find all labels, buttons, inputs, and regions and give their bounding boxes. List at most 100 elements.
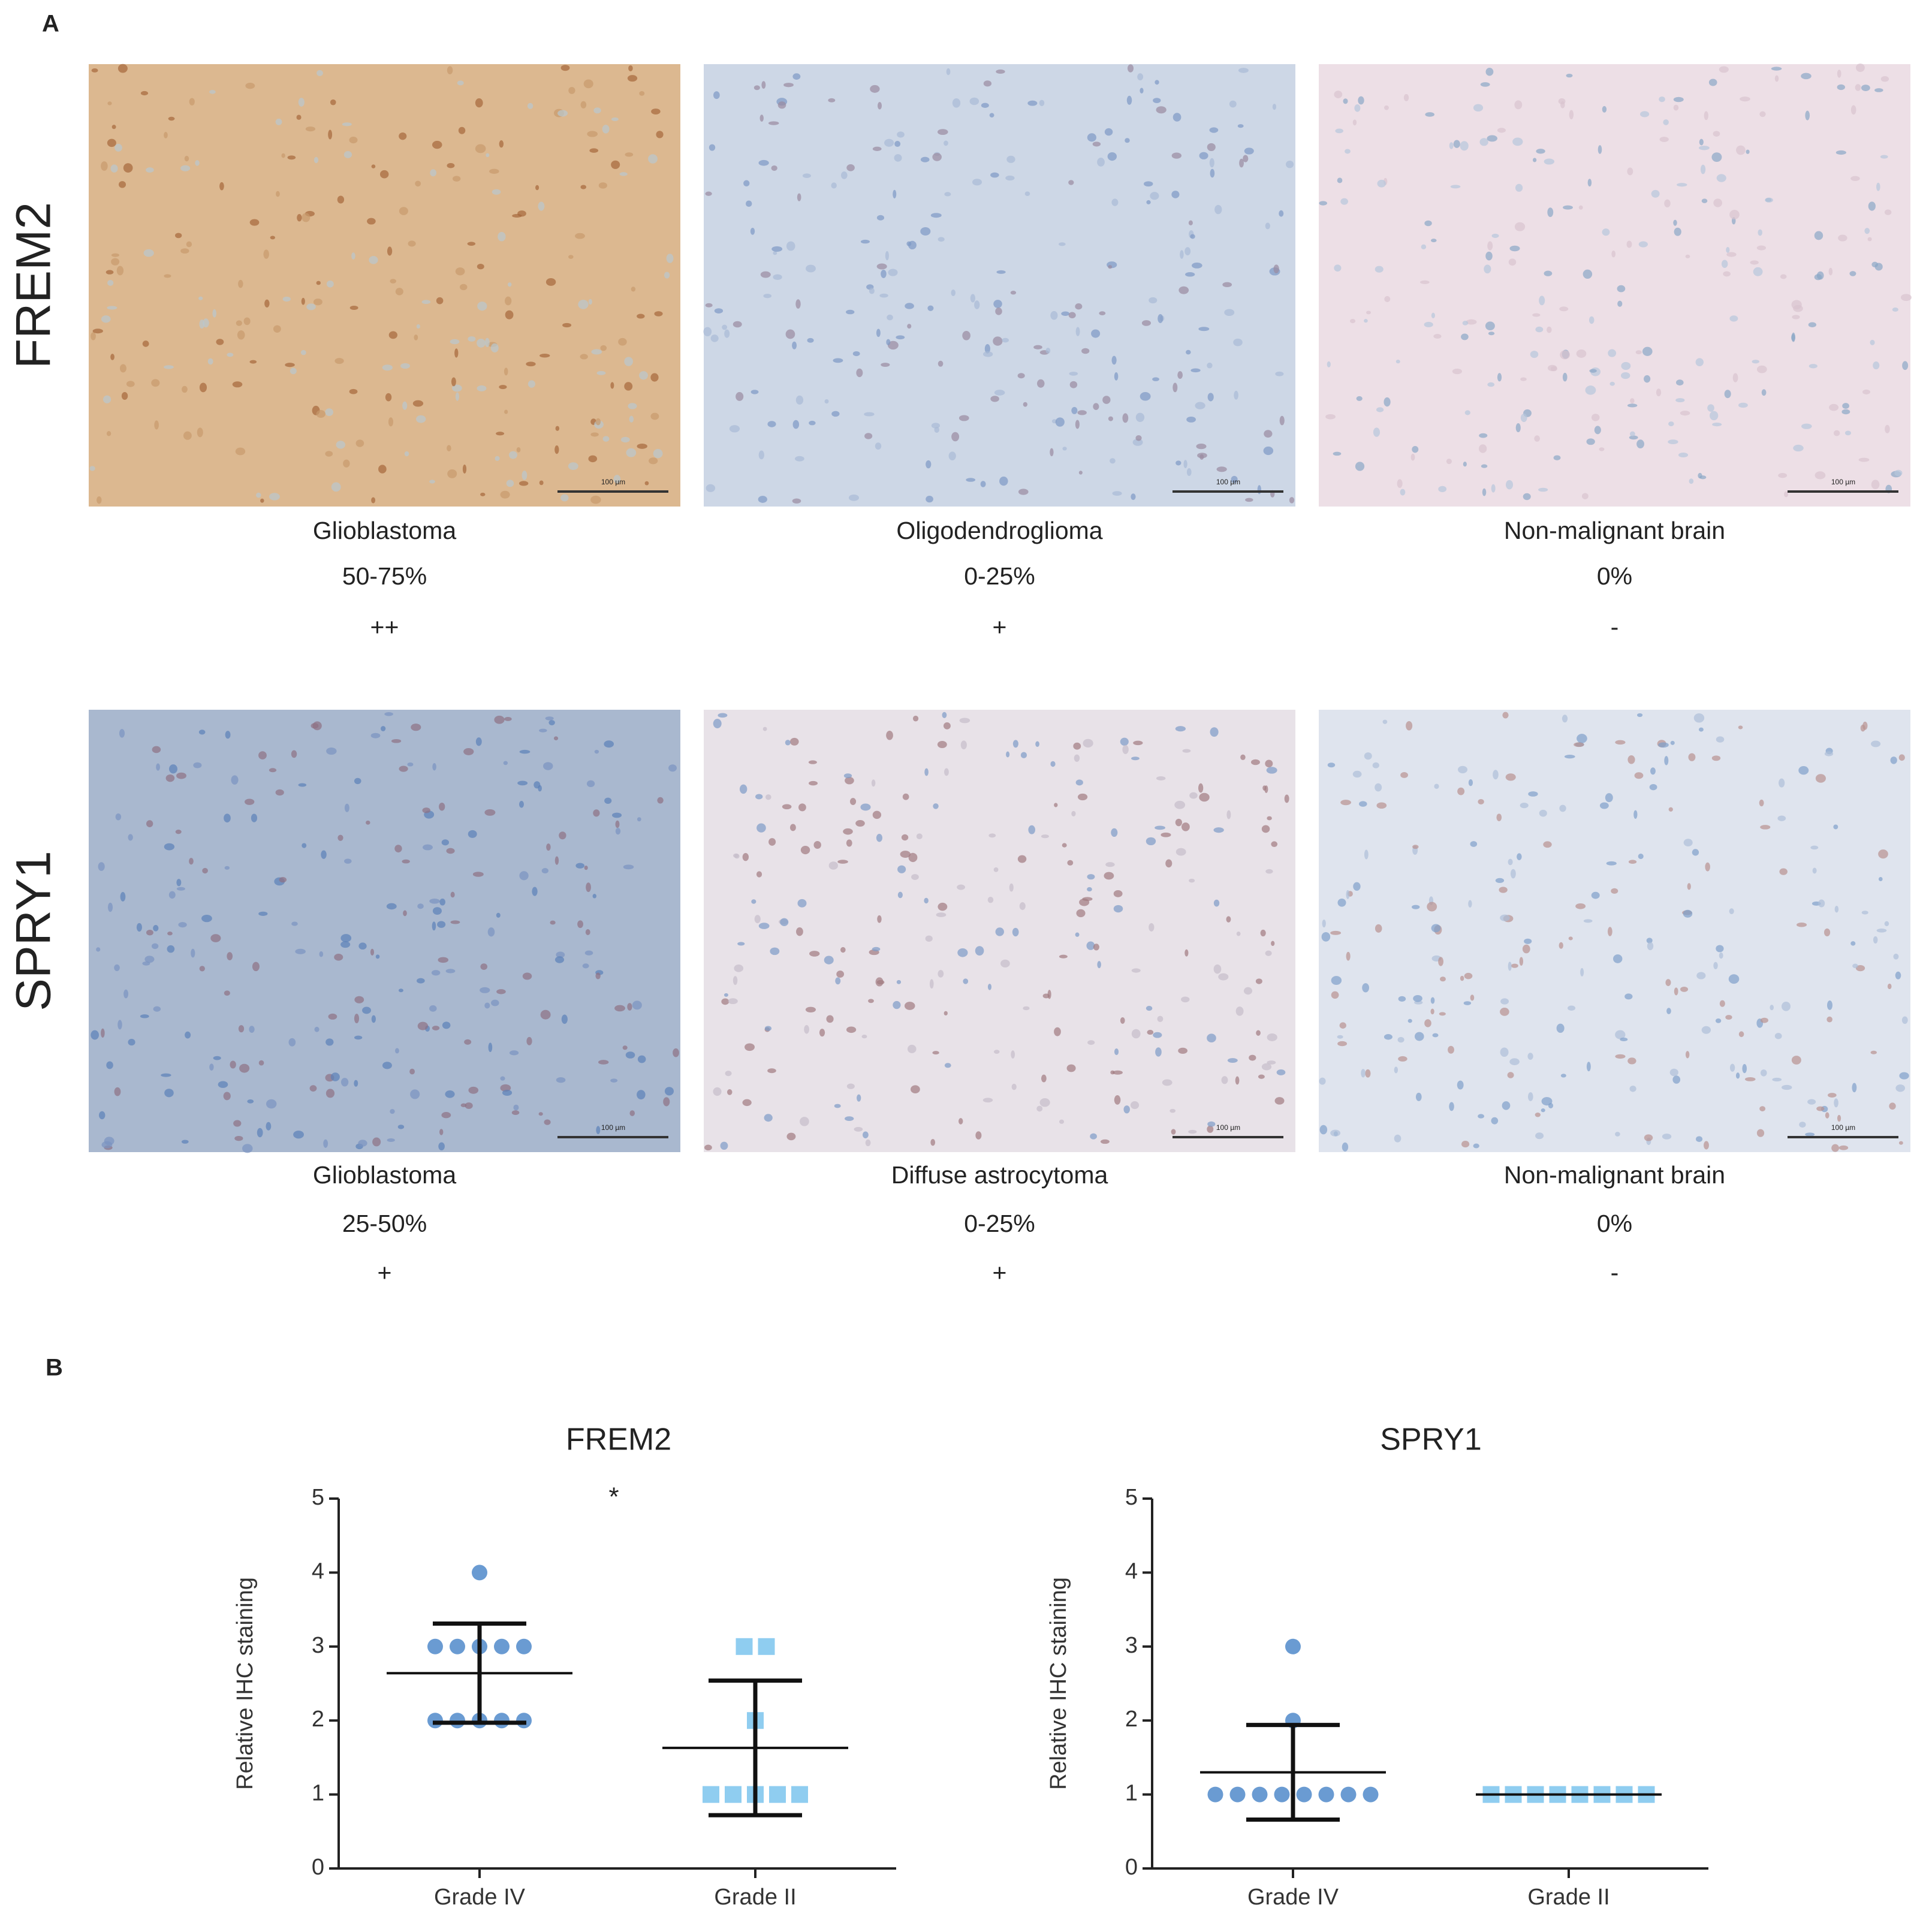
cell [993,336,1003,346]
cell [1110,458,1116,464]
cell [848,494,859,501]
cell [836,970,845,978]
cell [1171,191,1180,198]
cell [384,712,393,716]
cell [1097,961,1101,969]
cell [1149,923,1155,932]
cell [1174,800,1186,809]
cell [1000,959,1010,968]
cell [933,803,939,809]
cell [584,866,588,870]
cell [468,336,476,342]
cell [846,1026,857,1033]
cell [1639,111,1650,117]
cell [1470,841,1478,847]
cell [1615,1054,1626,1059]
cell [477,339,486,348]
cell [430,169,437,177]
cell [1073,742,1081,750]
cell [467,242,476,246]
cell [1544,270,1553,276]
cell [1699,138,1704,146]
cell [894,140,901,147]
cell [399,765,408,772]
cell [1535,1113,1541,1117]
cell [1826,1016,1832,1023]
cell [664,272,670,279]
cell [385,393,392,402]
cell [1131,1029,1141,1039]
cell [1075,327,1080,336]
cell [1497,128,1506,133]
cell [881,363,890,367]
cell [627,75,638,82]
scale-bar-label: 100 µm [1216,478,1240,486]
cell [1670,740,1675,745]
cell [1602,228,1610,236]
cell [1520,802,1529,809]
cell [429,480,435,484]
micrograph-bg [89,710,680,1152]
cell [117,1020,122,1030]
cell [1580,967,1584,976]
cell [182,385,188,393]
cell [502,1089,513,1096]
cell [279,877,287,883]
cell [1083,739,1093,748]
cell [1185,272,1195,277]
cell [856,368,863,378]
cell [843,773,852,779]
cell [480,492,486,496]
cell [924,897,929,904]
cell [331,482,341,492]
cell [802,173,811,178]
cell [885,251,889,261]
cell [1578,205,1583,210]
cell [1400,772,1408,778]
cell [1017,855,1027,863]
cell [1801,73,1812,80]
cell [1235,1006,1244,1016]
cell [1209,127,1219,133]
cell [907,324,912,329]
cell [1707,404,1714,412]
cell [1375,924,1382,933]
cell [796,927,803,936]
cell [580,354,588,360]
cell [1627,167,1633,176]
cell [1186,349,1191,355]
cell [559,831,566,840]
cell [1517,853,1522,860]
cell [1777,815,1786,821]
cell [1635,350,1642,354]
cell [1050,448,1054,457]
micrograph: 100 µm [704,710,1295,1152]
cell [1068,180,1074,185]
cell [328,1013,337,1020]
cell [1473,1143,1479,1149]
cell [140,1014,149,1018]
cell [1035,741,1039,747]
cell [1188,220,1193,225]
cell [313,299,322,306]
cell [312,721,322,731]
cell [1261,1063,1272,1071]
cell [1090,1133,1097,1140]
cell [1606,861,1617,866]
cell [282,296,291,302]
cell [1110,1070,1115,1075]
cell [1041,834,1049,839]
cell [1833,430,1840,436]
cell [1621,361,1631,370]
cell [578,299,589,309]
cell [1835,150,1846,155]
cell [876,833,882,842]
cell [459,284,468,291]
cell [500,490,510,499]
cell [475,98,483,108]
cell [1855,965,1865,972]
cell [1842,403,1849,409]
cell [207,358,213,365]
cell [1239,158,1244,168]
cell [831,182,837,189]
